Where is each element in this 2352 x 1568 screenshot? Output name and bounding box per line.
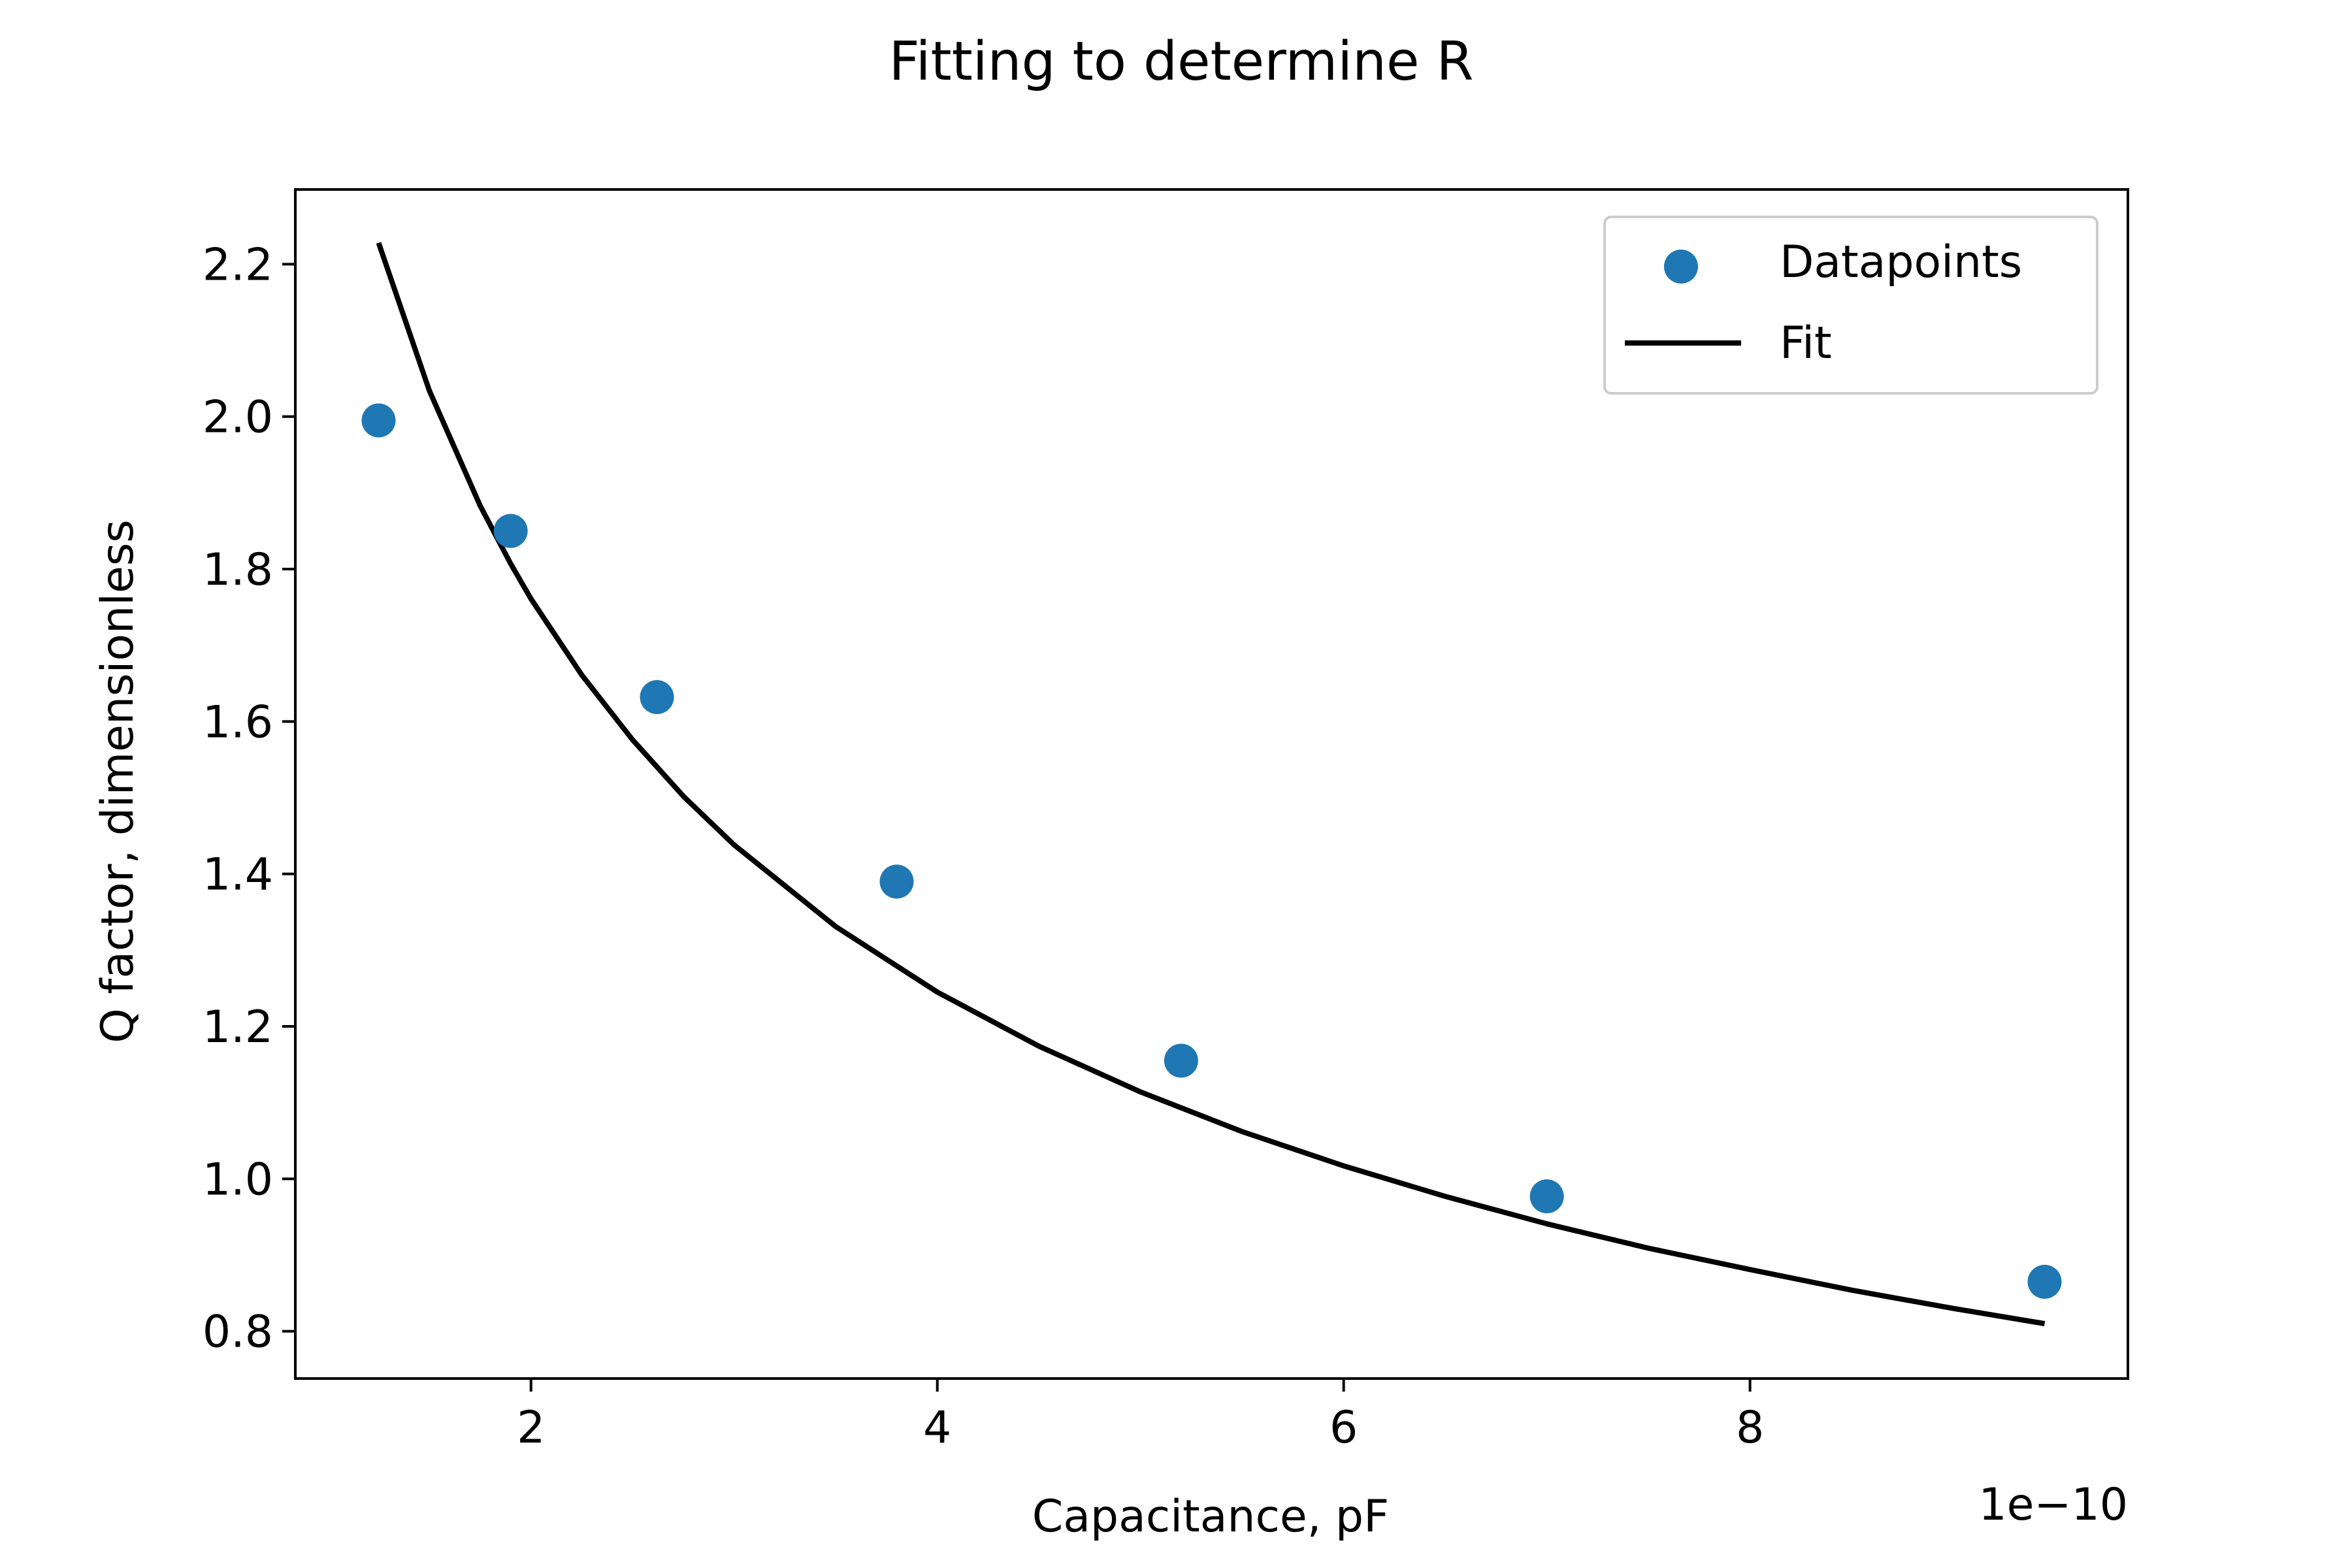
legend-marker-datapoints xyxy=(1664,250,1698,284)
data-point xyxy=(1529,1179,1564,1214)
y-tick-label: 1.6 xyxy=(203,696,273,748)
y-tick-label: 1.8 xyxy=(203,544,273,596)
x-tick-label: 2 xyxy=(517,1402,545,1454)
y-axis: 0.8 1.0 1.2 1.4 1.6 1.8 2.0 2.2 xyxy=(203,239,295,1358)
y-tick-label: 2.0 xyxy=(203,392,273,444)
y-tick-label: 1.2 xyxy=(203,1002,273,1053)
x-axis: 2 4 6 8 xyxy=(517,1379,1764,1454)
chart-title: Fitting to determine R xyxy=(889,31,1473,93)
data-point xyxy=(493,514,528,548)
x-tick-label: 6 xyxy=(1330,1402,1358,1454)
data-point xyxy=(879,864,914,899)
data-point xyxy=(1164,1043,1198,1078)
y-tick-label: 1.0 xyxy=(203,1154,273,1205)
y-axis-label: Q factor, dimensionless xyxy=(92,519,144,1043)
y-tick-label: 1.4 xyxy=(203,849,273,901)
data-point xyxy=(640,680,674,714)
legend: Datapoints Fit xyxy=(1603,216,2099,395)
y-tick-label: 2.2 xyxy=(203,239,273,291)
x-axis-offset-text: 1e−10 xyxy=(1978,1479,2128,1531)
x-tick-label: 8 xyxy=(1736,1402,1764,1454)
data-point xyxy=(361,403,396,438)
x-tick-label: 4 xyxy=(923,1402,951,1454)
legend-frame xyxy=(1603,216,2099,395)
scatter-layer xyxy=(361,403,2062,1299)
x-axis-label: Capacitance, pF xyxy=(1032,1491,1389,1543)
plot-area xyxy=(294,188,2129,1380)
fit-line xyxy=(376,242,2046,1326)
data-point xyxy=(2027,1264,2062,1299)
legend-label-datapoints: Datapoints xyxy=(1780,237,2022,288)
legend-label-fit: Fit xyxy=(1780,318,1832,369)
y-tick-label: 0.8 xyxy=(203,1307,273,1358)
fit-line-layer xyxy=(376,242,2046,1326)
axes-frame xyxy=(294,188,2129,1380)
